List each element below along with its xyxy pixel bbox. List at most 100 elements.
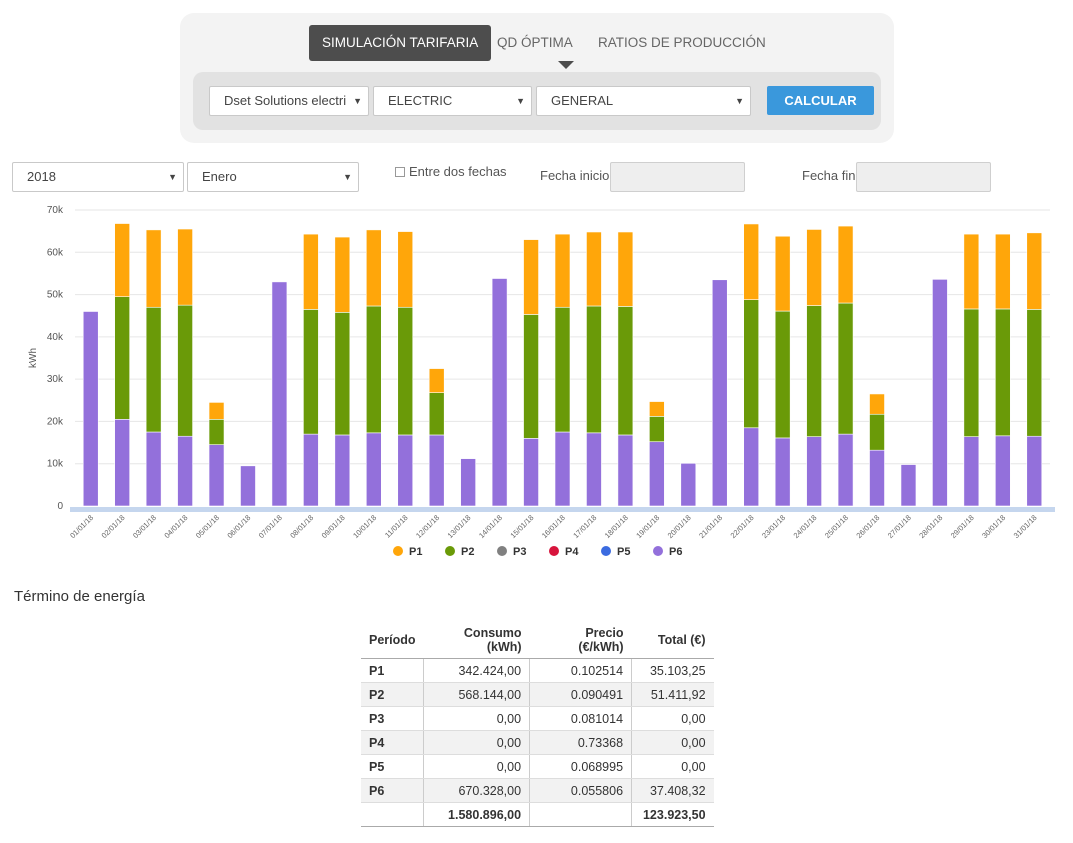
bar-p2 [1026, 309, 1043, 437]
bar-p1 [743, 223, 760, 300]
bar-p2 [963, 308, 980, 437]
bar-p6 [523, 438, 539, 507]
x-tick-label: 11/01/18 [383, 513, 410, 540]
active-tab-pointer [558, 61, 574, 69]
x-tick-label: 09/01/18 [320, 513, 347, 540]
bar-p2 [806, 305, 822, 437]
consumption-cell: 670.328,00 [423, 778, 530, 803]
x-tick-label: 27/01/18 [886, 513, 913, 540]
bar-p1 [774, 235, 791, 312]
bar-p1 [114, 223, 130, 297]
bar-p2 [397, 306, 414, 436]
bar-p6 [271, 281, 288, 507]
x-tick-label: 17/01/18 [571, 513, 598, 540]
x-tick-label: 28/01/18 [917, 513, 944, 540]
period-cell [361, 802, 424, 827]
bar-p1 [649, 401, 665, 417]
type-select[interactable]: ELECTRIC ▼ [373, 86, 532, 116]
x-tick-label: 04/01/18 [162, 513, 189, 540]
price-cell [529, 802, 632, 827]
bar-p1 [177, 228, 193, 306]
bar-p6 [932, 279, 948, 507]
period-cell: P5 [361, 754, 424, 779]
between-dates-option[interactable]: Entre dos fechas [395, 164, 507, 179]
legend-marker-p6 [653, 546, 663, 556]
bar-p6 [837, 433, 854, 507]
bar-p6 [208, 444, 225, 507]
scope-select[interactable]: GENERAL ▼ [536, 86, 751, 116]
bar-p6 [806, 436, 822, 507]
x-tick-label: 31/01/18 [1012, 513, 1039, 540]
bar-p6 [900, 464, 917, 507]
bar-p2 [365, 305, 382, 434]
bar-p2 [586, 305, 602, 434]
bar-p6 [460, 458, 476, 507]
legend-label-p1: P1 [409, 546, 422, 558]
totals-row: 1.580.896,00 123.923,50 [361, 802, 714, 827]
table-row: P1 342.424,00 0.102514 35.103,25 [361, 658, 714, 683]
legend-label-p2: P2 [461, 546, 474, 558]
consumption-cell: 568.144,00 [423, 682, 530, 707]
x-tick-label: 10/01/18 [351, 513, 378, 540]
x-tick-label: 12/01/18 [414, 513, 441, 540]
bar-p6 [428, 434, 445, 507]
bar-p1 [523, 239, 539, 315]
month-select[interactable]: Enero ▼ [187, 162, 359, 192]
legend-label-p3: P3 [513, 546, 526, 558]
x-tick-label: 07/01/18 [257, 513, 284, 540]
company-select[interactable]: Dset Solutions electri ▼ [209, 86, 369, 116]
tab-simulacion-tarifaria[interactable]: SIMULACIÓN TARIFARIA [309, 25, 492, 61]
start-date-input[interactable] [610, 162, 745, 192]
tab-qd-optima[interactable]: QD ÓPTIMA [497, 35, 573, 50]
bar-p6 [82, 311, 99, 507]
end-date-input[interactable] [856, 162, 991, 192]
energy-table: Período Consumo (kWh) Precio (€/kWh) Tot… [361, 622, 714, 827]
consumption-cell: 0,00 [423, 706, 530, 731]
price-cell: 0.73368 [529, 730, 632, 755]
bar-p6 [711, 279, 728, 507]
x-tick-label: 18/01/18 [603, 513, 630, 540]
bar-p2 [114, 296, 130, 420]
x-tick-label: 13/01/18 [446, 513, 473, 540]
y-tick-label: 10k [47, 459, 64, 470]
bar-p1 [145, 229, 162, 308]
bar-p6 [114, 419, 130, 507]
calculate-button[interactable]: CALCULAR [767, 86, 874, 115]
year-select[interactable]: 2018 ▼ [12, 162, 184, 192]
x-tick-label: 14/01/18 [477, 513, 504, 540]
y-axis-label: kWh [28, 348, 39, 368]
price-cell: 0.068995 [529, 754, 632, 779]
bar-p1 [365, 229, 382, 307]
bar-p2 [743, 299, 760, 429]
caret-down-icon: ▼ [343, 172, 352, 182]
x-tick-label: 24/01/18 [792, 513, 819, 540]
type-select-value: ELECTRIC [388, 93, 453, 108]
period-cell: P1 [361, 658, 424, 683]
total-cell: 0,00 [631, 730, 714, 755]
energy-section-title: Término de energía [14, 588, 145, 605]
consumption-cell: 1.580.896,00 [423, 802, 530, 827]
bar-p6 [869, 449, 885, 507]
bar-p6 [303, 433, 319, 507]
x-tick-label: 01/01/18 [68, 513, 95, 540]
bar-p6 [491, 278, 508, 507]
bar-p2 [774, 310, 791, 439]
price-cell: 0.090491 [529, 682, 632, 707]
y-tick-label: 40k [47, 332, 64, 343]
total-cell: 123.923,50 [631, 802, 714, 827]
table-row: P6 670.328,00 0.055806 37.408,32 [361, 778, 714, 803]
header-period: Período [361, 622, 424, 659]
bar-p2 [649, 416, 665, 443]
bar-p2 [617, 306, 634, 436]
bar-p1 [397, 231, 414, 308]
consumption-cell: 0,00 [423, 730, 530, 755]
bar-p6 [177, 435, 193, 507]
bar-p1 [428, 368, 445, 393]
x-tick-label: 23/01/18 [760, 513, 787, 540]
caret-down-icon: ▼ [516, 96, 525, 106]
between-dates-checkbox[interactable] [395, 167, 405, 177]
tab-ratios-produccion[interactable]: RATIOS DE PRODUCCIÓN [598, 35, 766, 50]
bar-p6 [397, 434, 414, 507]
x-tick-label: 16/01/18 [540, 513, 567, 540]
bar-p2 [334, 312, 351, 436]
